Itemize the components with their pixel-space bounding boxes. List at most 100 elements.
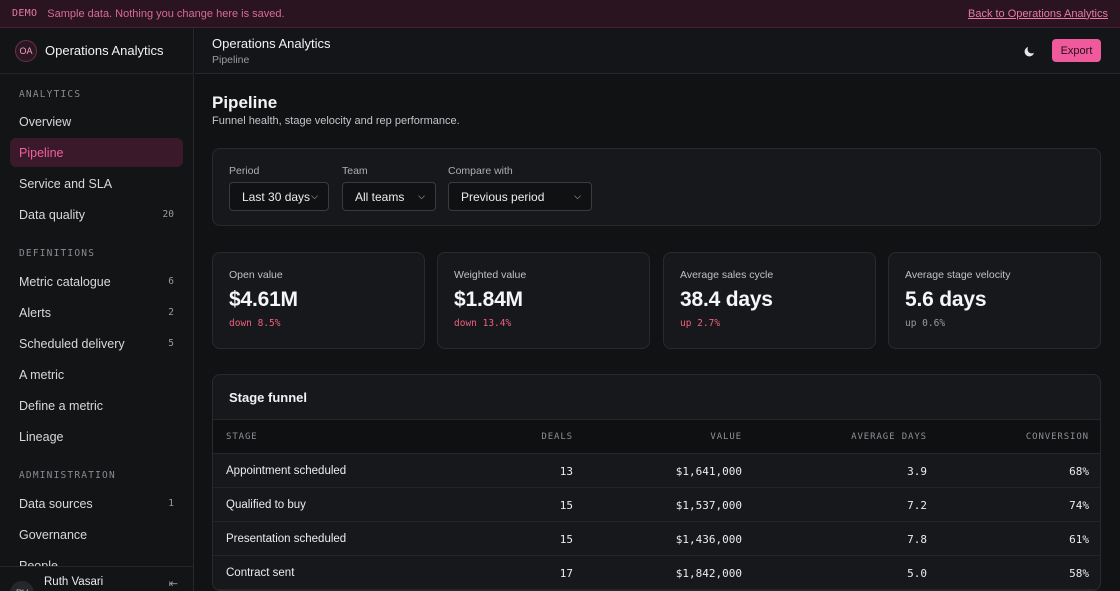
sidebar-item-label: Pipeline [19,145,64,160]
sidebar-item-label: Scheduled delivery [19,336,125,351]
brand-logo: OA [15,39,37,62]
select-value: All teams [355,189,405,204]
brand-name: Operations Analytics [45,43,164,58]
cell-value: $1,842,000 [675,567,742,580]
kpi-delta: down 13.4% [454,318,512,329]
brand[interactable]: OA Operations Analytics [0,28,193,74]
filter-label: Period [229,165,260,177]
sidebar-item-alerts[interactable]: Alerts 2 [10,298,183,327]
column-header-average-days[interactable]: AVERAGE DAYS [851,432,927,442]
sidebar-item-lineage[interactable]: Lineage [10,422,183,451]
moon-icon[interactable] [1020,42,1038,60]
breadcrumb: Pipeline [212,54,250,66]
kpi-delta: up 0.6% [905,318,946,329]
export-button[interactable]: Export [1052,39,1101,62]
kpi-label: Open value [229,269,283,281]
stage-funnel-card: Stage funnel STAGE DEALS VALUE AVERAGE D… [212,374,1101,591]
sidebar-item-service-and-sla[interactable]: Service and SLA [10,169,183,198]
sidebar-item-label: Define a metric [19,398,104,413]
column-header-conversion[interactable]: CONVERSION [1025,432,1089,442]
kpi-delta: up 2.7% [680,318,721,329]
kpi-value: 38.4 days [680,288,773,311]
kpi-card-average-stage-velocity: Average stage velocity 5.6 days up 0.6% [888,252,1101,349]
kpi-value: $4.61M [229,288,298,311]
kpi-label: Average sales cycle [680,269,774,281]
select-value: Last 30 days [242,189,311,204]
sidebar-item-label: Data quality [19,207,86,222]
header-title: Operations Analytics [212,36,331,51]
sidebar-item-count: 6 [168,276,174,287]
cell-value: $1,641,000 [675,465,742,478]
section-heading-definitions: DEFINITIONS [19,248,96,259]
team-select[interactable]: All teams ⌵ [342,182,436,211]
filter-label: Team [342,165,368,177]
table-row[interactable]: Appointment scheduled 13 $1,641,000 3.9 … [213,454,1100,488]
period-select[interactable]: Last 30 days ⌵ [229,182,329,211]
kpi-label: Average stage velocity [905,269,1011,281]
cell-stage: Presentation scheduled [226,533,347,545]
cell-deals: 17 [559,567,573,580]
cell-deals: 13 [559,465,573,478]
sidebar-item-governance[interactable]: Governance [10,520,183,549]
sidebar-item-label: Alerts [19,305,51,320]
sidebar-item-data-sources[interactable]: Data sources 1 [10,489,183,518]
cell-conversion: 68% [1069,465,1089,478]
compare-select[interactable]: Previous period ⌵ [448,182,592,211]
column-header-value[interactable]: VALUE [710,432,742,442]
select-value: Previous period [461,189,545,204]
kpi-delta: down 8.5% [229,318,281,329]
sidebar-item-metric-catalogue[interactable]: Metric catalogue 6 [10,267,183,296]
kpi-card-weighted-value: Weighted value $1.84M down 13.4% [437,252,650,349]
cell-stage: Appointment scheduled [226,465,347,477]
back-link[interactable]: Back to Operations Analytics [967,7,1108,20]
sidebar-item-a-metric[interactable]: A metric [10,360,183,389]
cell-value: $1,436,000 [675,533,742,546]
cell-average-days: 5.0 [907,567,927,580]
sidebar-item-count: 1 [168,498,174,509]
kpi-card-open-value: Open value $4.61M down 8.5% [212,252,425,349]
filter-label: Compare with [448,165,513,177]
filter-panel: Period Last 30 days ⌵ Team All teams ⌵ C… [212,148,1101,226]
sidebar-item-pipeline[interactable]: Pipeline [10,138,183,167]
cell-conversion: 61% [1069,533,1089,546]
demo-tag: DEMO [12,8,38,19]
demo-message: Sample data. Nothing you change here is … [47,7,285,20]
sidebar-item-label: Service and SLA [19,176,113,191]
sidebar-item-label: Lineage [19,429,64,444]
sidebar-item-count: 2 [168,307,174,318]
top-header: Operations Analytics Pipeline Export [195,28,1120,74]
sidebar-item-label: Governance [19,527,88,542]
cell-stage: Qualified to buy [226,499,306,511]
chevron-down-icon: ⌵ [311,191,318,201]
sidebar-item-label: Data sources [19,496,93,511]
filter-compare: Compare with Previous period ⌵ [448,165,592,211]
user-profile[interactable]: RV Ruth Vasari ⇤ [0,566,193,591]
cell-stage: Contract sent [226,567,295,579]
sidebar-item-scheduled-delivery[interactable]: Scheduled delivery 5 [10,329,183,358]
table-row[interactable]: Presentation scheduled 15 $1,436,000 7.8… [213,522,1100,556]
table-row[interactable]: Contract sent 17 $1,842,000 5.0 58% [213,556,1100,590]
sidebar-item-define-a-metric[interactable]: Define a metric [10,391,183,420]
chevron-down-icon: ⌵ [574,191,581,201]
collapse-icon[interactable]: ⇤ [168,578,178,590]
cell-deals: 15 [559,533,573,546]
card-title: Stage funnel [229,390,308,405]
sidebar-item-data-quality[interactable]: Data quality 20 [10,200,183,229]
demo-banner: DEMO Sample data. Nothing you change her… [0,0,1120,28]
kpi-value: 5.6 days [905,288,987,311]
table-row[interactable]: Qualified to buy 15 $1,537,000 7.2 74% [213,488,1100,522]
section-heading-administration: ADMINISTRATION [19,470,116,481]
sidebar-item-label: Overview [19,114,72,129]
cell-conversion: 74% [1069,499,1089,512]
cell-value: $1,537,000 [675,499,742,512]
table-header: STAGE DEALS VALUE AVERAGE DAYS CONVERSIO… [213,419,1100,454]
sidebar-item-overview[interactable]: Overview [10,107,183,136]
kpi-label: Weighted value [454,269,527,281]
page-subtitle: Funnel health, stage velocity and rep pe… [212,115,460,127]
filter-period: Period Last 30 days ⌵ [229,165,329,211]
sidebar: OA Operations Analytics ANALYTICS Overvi… [0,28,194,591]
user-name: Ruth Vasari [44,576,104,588]
column-header-stage[interactable]: STAGE [226,432,258,442]
kpi-value: $1.84M [454,288,523,311]
column-header-deals[interactable]: DEALS [541,432,573,442]
